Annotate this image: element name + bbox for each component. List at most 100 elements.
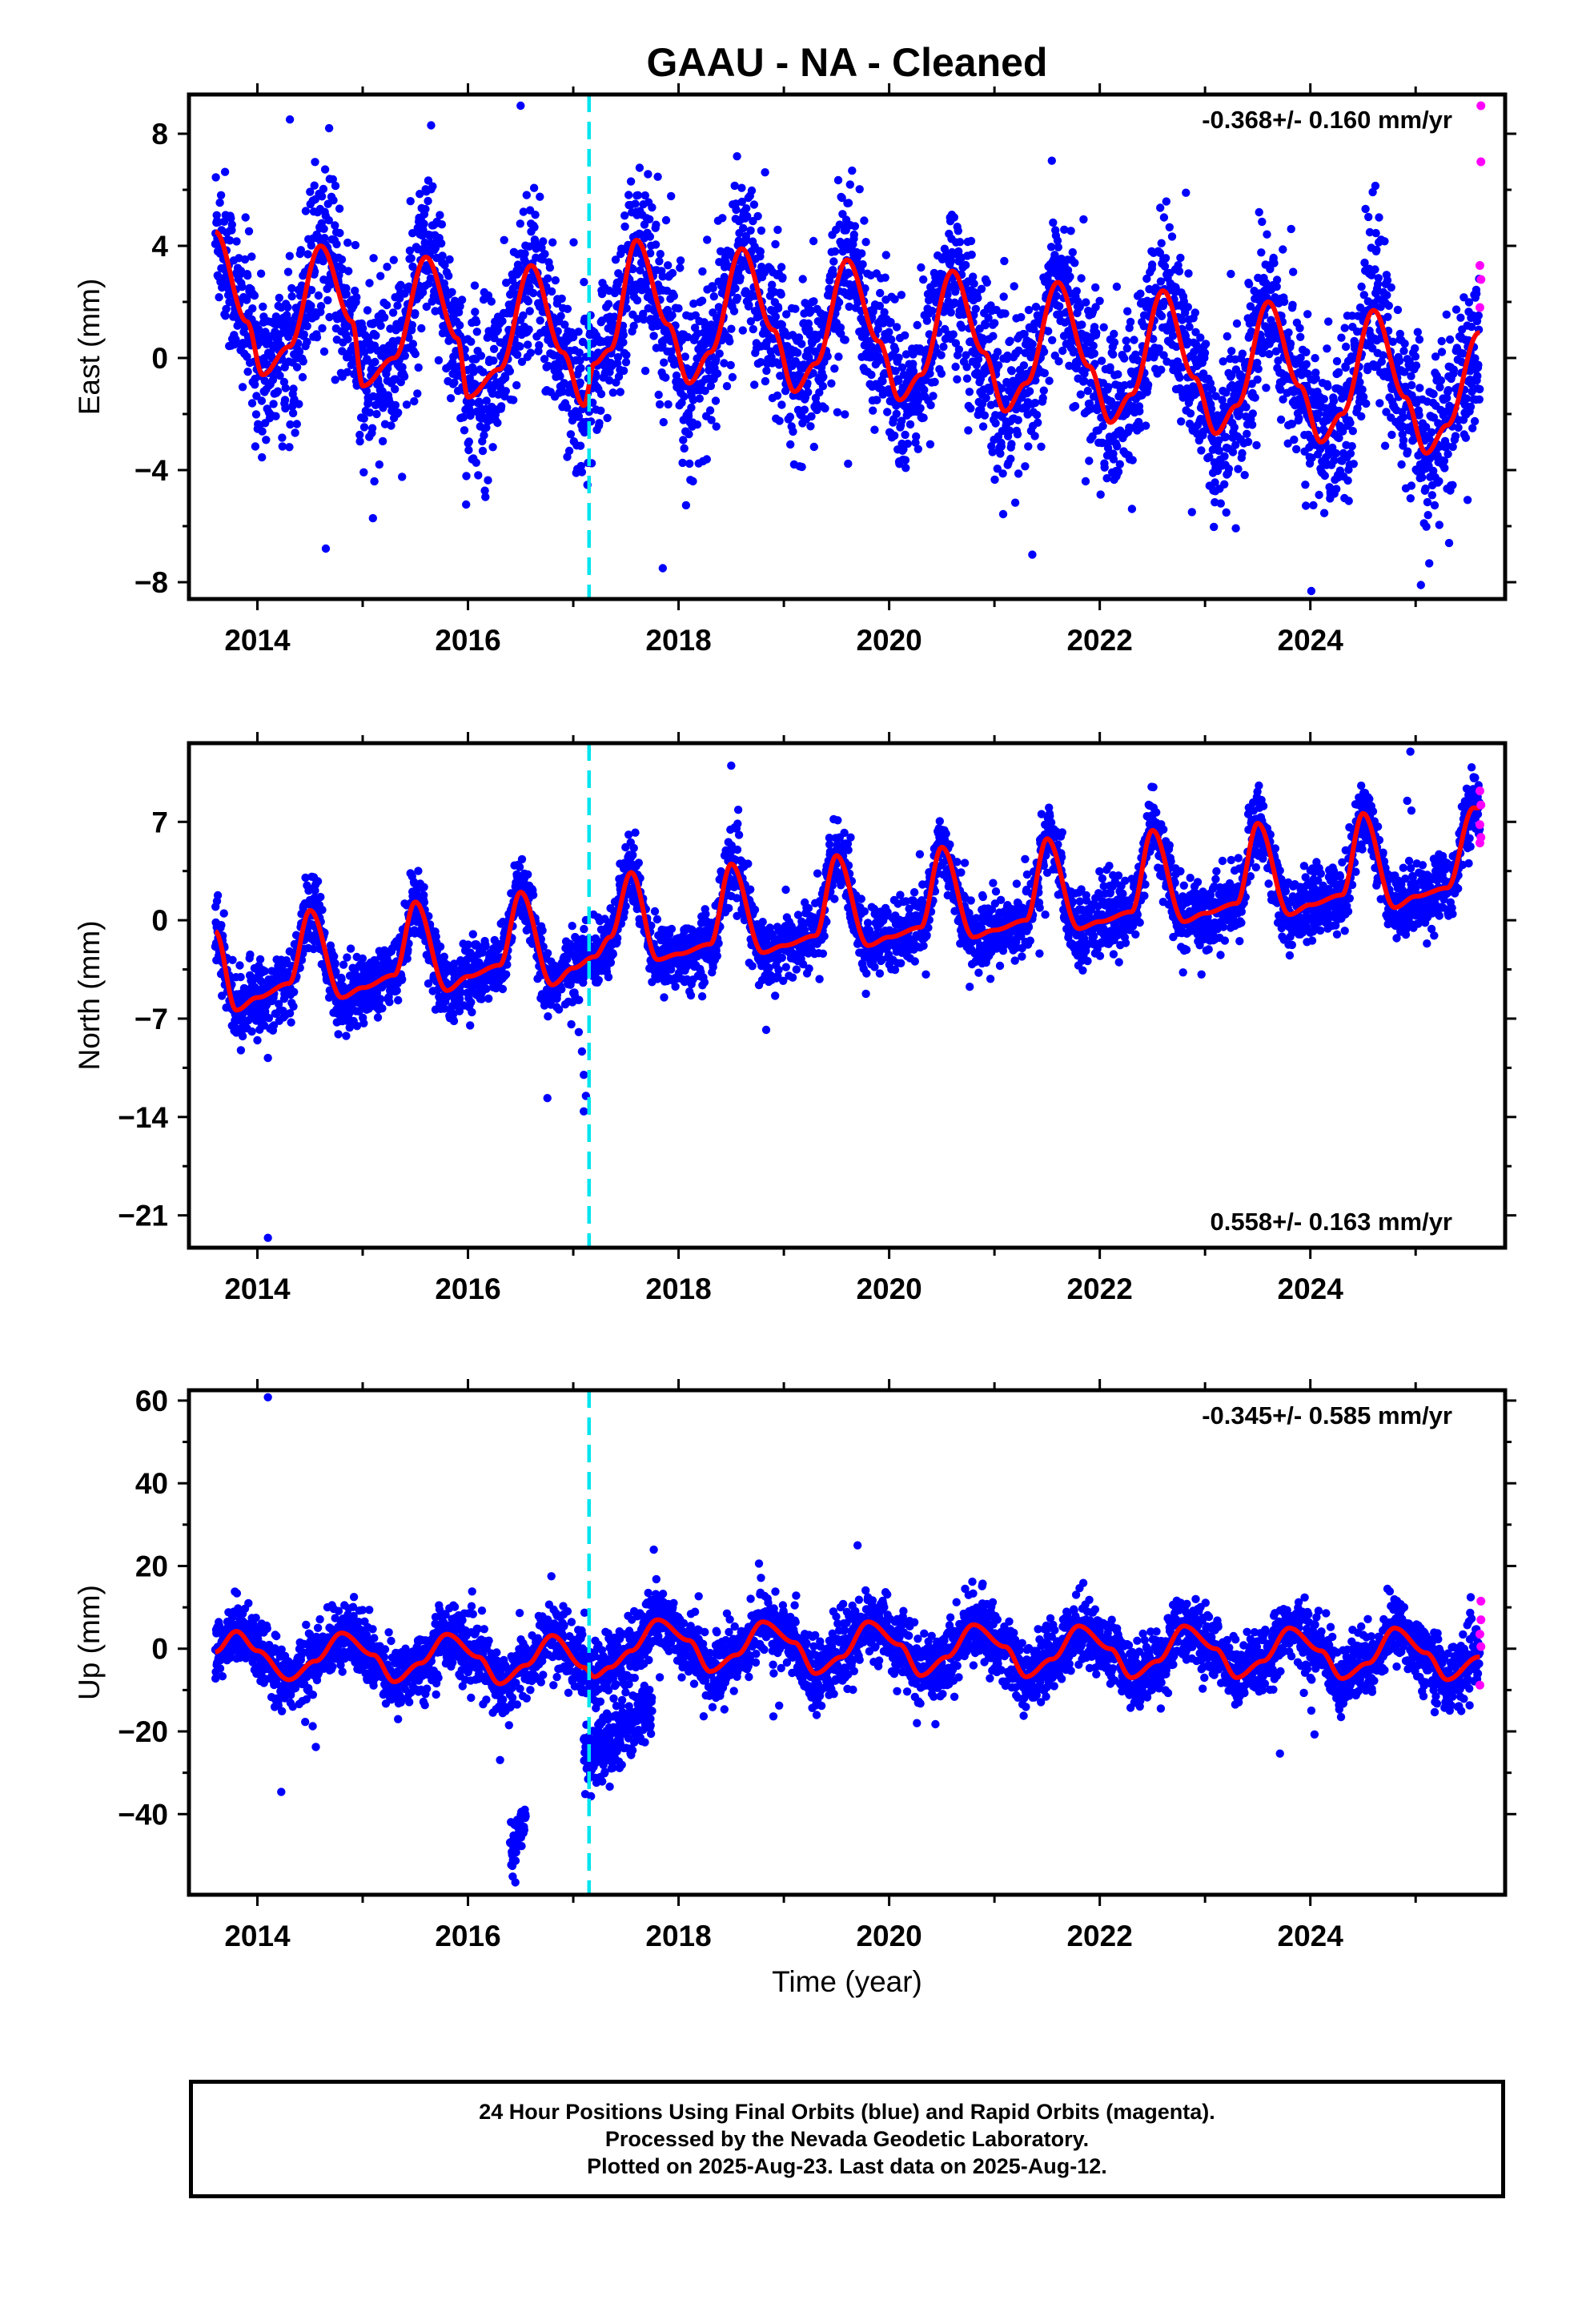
data-point (500, 373, 510, 383)
data-point (1207, 404, 1216, 413)
data-point (1348, 427, 1358, 436)
data-point (362, 387, 371, 396)
data-point (450, 296, 460, 305)
data-point (841, 410, 849, 419)
data-point (876, 288, 885, 298)
data-point (1377, 357, 1387, 366)
data-point (897, 416, 906, 425)
data-point (1013, 430, 1022, 439)
data-point (1372, 245, 1381, 255)
data-point (285, 115, 295, 124)
data-point (901, 430, 909, 440)
data-point (314, 291, 323, 300)
data-point (964, 426, 973, 435)
data-point (837, 193, 846, 203)
data-point (464, 445, 473, 455)
data-point (649, 332, 658, 340)
data-point (1231, 524, 1240, 533)
data-point (285, 251, 294, 260)
plot-area (211, 747, 1486, 1242)
data-point (999, 292, 1008, 301)
data-point (982, 393, 990, 403)
data-point (1437, 348, 1447, 356)
data-point (530, 223, 539, 231)
data-point (743, 211, 752, 221)
data-point (450, 378, 459, 387)
data-point (408, 340, 418, 348)
data-point (762, 366, 771, 376)
data-point (659, 418, 668, 427)
data-point (903, 439, 913, 448)
data-point (413, 389, 422, 398)
data-point (926, 440, 935, 448)
data-point (982, 278, 992, 287)
data-point (216, 191, 226, 199)
data-point (1028, 550, 1037, 559)
data-point (1388, 337, 1398, 346)
data-point (238, 1031, 247, 1041)
data-point (365, 279, 374, 287)
data-point (391, 400, 400, 410)
data-point (877, 355, 885, 364)
data-point (1024, 442, 1033, 451)
data-point (974, 355, 983, 364)
model-fit-line (214, 229, 1482, 456)
data-point (1102, 474, 1111, 483)
data-point (502, 278, 511, 287)
data-point (785, 412, 795, 421)
data-point (834, 298, 844, 307)
data-point (472, 328, 481, 336)
data-point (878, 376, 887, 386)
data-point (891, 345, 900, 354)
data-point (1122, 336, 1130, 345)
data-point (1143, 380, 1153, 389)
data-point (644, 170, 652, 179)
data-point (1337, 333, 1346, 342)
data-point (1359, 392, 1368, 401)
data-point (1032, 410, 1042, 420)
data-point (674, 304, 683, 313)
data-point (1220, 480, 1229, 489)
data-point (1330, 456, 1339, 465)
data-point (773, 391, 782, 400)
data-point (1075, 302, 1085, 312)
data-point (1302, 604, 1310, 612)
data-point (1122, 344, 1132, 353)
data-point (551, 275, 560, 285)
data-point (1284, 328, 1293, 337)
data-point (509, 396, 518, 404)
data-point (437, 239, 446, 248)
data-point (894, 353, 903, 362)
data-point (501, 387, 510, 396)
data-point (1162, 197, 1171, 206)
data-point (241, 213, 250, 222)
data-point (713, 369, 722, 378)
data-point (482, 423, 491, 432)
data-point (247, 399, 257, 408)
data-point (420, 219, 428, 228)
data-point (1216, 499, 1226, 508)
data-point (664, 400, 673, 409)
data-point (1099, 323, 1108, 332)
data-point (516, 342, 524, 351)
data-point (664, 261, 673, 270)
data-point (1006, 426, 1014, 435)
data-point (836, 323, 845, 332)
data-point (346, 944, 355, 953)
data-point (1038, 393, 1047, 403)
data-point (1403, 447, 1412, 456)
data-point (448, 287, 456, 296)
data-point (791, 304, 800, 313)
data-point (470, 281, 480, 290)
data-point (388, 308, 398, 317)
data-point (1136, 289, 1145, 298)
data-point (335, 204, 344, 213)
data-point (563, 304, 572, 313)
data-point (547, 287, 556, 296)
data-point (911, 438, 920, 447)
data-point (1373, 279, 1383, 288)
data-point (857, 249, 866, 258)
data-point (988, 448, 997, 456)
data-point (520, 249, 529, 258)
data-point (658, 272, 667, 281)
